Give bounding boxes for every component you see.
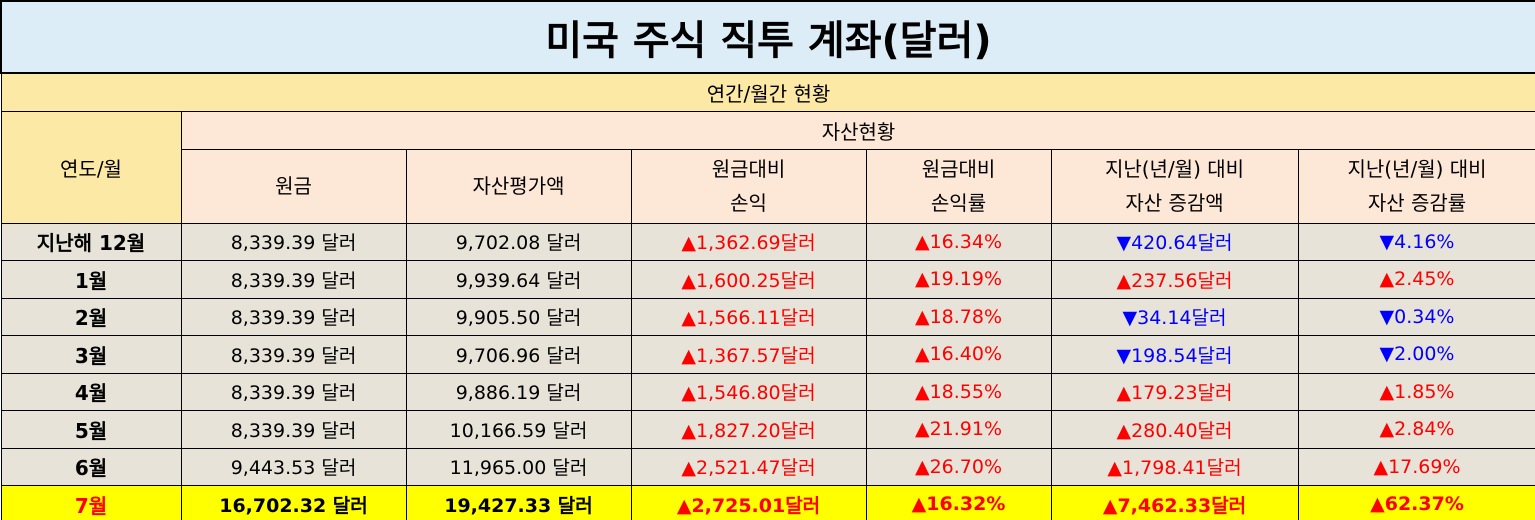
header-year-month: 연도/월 bbox=[0, 110, 182, 224]
asset-change-cell: ▲237.56달러 bbox=[1050, 260, 1299, 299]
asset-change-cell: ▲1,798.41달러 bbox=[1050, 447, 1299, 486]
principal-cell: 8,339.39 달러 bbox=[180, 297, 407, 336]
asset-change-cell: ▼34.14달러 bbox=[1050, 297, 1299, 336]
asset-change-rate-cell: ▲2.84% bbox=[1297, 410, 1535, 449]
row-label: 4월 bbox=[0, 372, 182, 411]
table-row: 6월 9,443.53 달러 11,965.00 달러 ▲2,521.47달러 ▲26.… bbox=[0, 447, 1535, 486]
asset-change-cell: ▲179.23달러 bbox=[1050, 372, 1299, 411]
principal-cell: 8,339.39 달러 bbox=[180, 410, 407, 449]
table-row: 1월 8,339.39 달러 9,939.64 달러 ▲1,600.25달러 ▲19.1… bbox=[0, 260, 1535, 299]
asset-value-cell: 19,427.33 달러 bbox=[405, 485, 632, 520]
table-row: 7월 16,702.32 달러 19,427.33 달러 ▲2,725.01달러 ▲16… bbox=[0, 485, 1535, 520]
table-row: 3월 8,339.39 달러 9,706.96 달러 ▲1,367.57달러 ▲16.4… bbox=[0, 335, 1535, 374]
asset-change-rate-cell: ▲2.45% bbox=[1297, 260, 1535, 299]
profit-loss-cell: ▲2,521.47달러 bbox=[630, 447, 867, 486]
principal-cell: 8,339.39 달러 bbox=[180, 335, 407, 374]
profit-loss-cell: ▲1,566.11달러 bbox=[630, 297, 867, 336]
asset-change-rate-cell: ▲62.37% bbox=[1297, 485, 1535, 520]
profit-loss-rate-cell: ▲18.55% bbox=[865, 372, 1052, 411]
header-principal: 원금 bbox=[180, 148, 407, 224]
asset-change-cell: ▼198.54달러 bbox=[1050, 335, 1299, 374]
principal-cell: 8,339.39 달러 bbox=[180, 260, 407, 299]
page-title: 미국 주식 직투 계좌(달러) bbox=[0, 0, 1535, 74]
row-label: 7월 bbox=[0, 485, 182, 520]
asset-change-rate-cell: ▼4.16% bbox=[1297, 222, 1535, 261]
principal-cell: 16,702.32 달러 bbox=[180, 485, 407, 520]
row-label: 2월 bbox=[0, 297, 182, 336]
asset-change-rate-cell: ▲17.69% bbox=[1297, 447, 1535, 486]
profit-loss-cell: ▲1,600.25달러 bbox=[630, 260, 867, 299]
asset-change-rate-cell: ▼0.34% bbox=[1297, 297, 1535, 336]
row-label: 3월 bbox=[0, 335, 182, 374]
asset-change-cell: ▼420.64달러 bbox=[1050, 222, 1299, 261]
profit-loss-rate-cell: ▲16.32% bbox=[865, 485, 1052, 520]
profit-loss-rate-cell: ▲26.70% bbox=[865, 447, 1052, 486]
profit-loss-cell: ▲1,362.69달러 bbox=[630, 222, 867, 261]
profit-loss-cell: ▲1,827.20달러 bbox=[630, 410, 867, 449]
header-asset-status: 자산현황 bbox=[180, 110, 1535, 150]
asset-value-cell: 9,702.08 달러 bbox=[405, 222, 632, 261]
profit-loss-rate-cell: ▲19.19% bbox=[865, 260, 1052, 299]
asset-value-cell: 11,965.00 달러 bbox=[405, 447, 632, 486]
principal-cell: 8,339.39 달러 bbox=[180, 222, 407, 261]
table-body: 지난해 12월 8,339.39 달러 9,702.08 달러 ▲1,362.69달러… bbox=[0, 222, 1535, 520]
asset-value-cell: 9,905.50 달러 bbox=[405, 297, 632, 336]
table-row: 5월 8,339.39 달러 10,166.59 달러 ▲1,827.20달러 ▲21.… bbox=[0, 410, 1535, 449]
header-asset-change-rate: 지난(년/월) 대비 자산 증감률 bbox=[1297, 148, 1535, 224]
table-row: 4월 8,339.39 달러 9,886.19 달러 ▲1,546.80달러 ▲18.5… bbox=[0, 372, 1535, 411]
principal-cell: 8,339.39 달러 bbox=[180, 372, 407, 411]
asset-change-rate-cell: ▼2.00% bbox=[1297, 335, 1535, 374]
asset-value-cell: 10,166.59 달러 bbox=[405, 410, 632, 449]
principal-cell: 9,443.53 달러 bbox=[180, 447, 407, 486]
asset-change-cell: ▲280.40달러 bbox=[1050, 410, 1299, 449]
asset-change-rate-cell: ▲1.85% bbox=[1297, 372, 1535, 411]
header-asset-value: 자산평가액 bbox=[405, 148, 632, 224]
table-row: 2월 8,339.39 달러 9,905.50 달러 ▲1,566.11달러 ▲18.7… bbox=[0, 297, 1535, 336]
row-label: 지난해 12월 bbox=[0, 222, 182, 261]
header-asset-change: 지난(년/월) 대비 자산 증감액 bbox=[1050, 148, 1299, 224]
row-label: 1월 bbox=[0, 260, 182, 299]
row-label: 6월 bbox=[0, 447, 182, 486]
asset-value-cell: 9,706.96 달러 bbox=[405, 335, 632, 374]
profit-loss-cell: ▲2,725.01달러 bbox=[630, 485, 867, 520]
profit-loss-cell: ▲1,546.80달러 bbox=[630, 372, 867, 411]
row-label: 5월 bbox=[0, 410, 182, 449]
header-profit-loss: 원금대비 손익 bbox=[630, 148, 867, 224]
asset-value-cell: 9,886.19 달러 bbox=[405, 372, 632, 411]
asset-change-cell: ▲7,462.33달러 bbox=[1050, 485, 1299, 520]
profit-loss-cell: ▲1,367.57달러 bbox=[630, 335, 867, 374]
header-profit-loss-rate: 원금대비 손익률 bbox=[865, 148, 1052, 224]
table-row: 지난해 12월 8,339.39 달러 9,702.08 달러 ▲1,362.69달러… bbox=[0, 222, 1535, 261]
profit-loss-rate-cell: ▲18.78% bbox=[865, 297, 1052, 336]
profit-loss-rate-cell: ▲16.34% bbox=[865, 222, 1052, 261]
profit-loss-rate-cell: ▲16.40% bbox=[865, 335, 1052, 374]
section-subtitle: 연간/월간 현황 bbox=[0, 72, 1535, 112]
profit-loss-rate-cell: ▲21.91% bbox=[865, 410, 1052, 449]
asset-value-cell: 9,939.64 달러 bbox=[405, 260, 632, 299]
